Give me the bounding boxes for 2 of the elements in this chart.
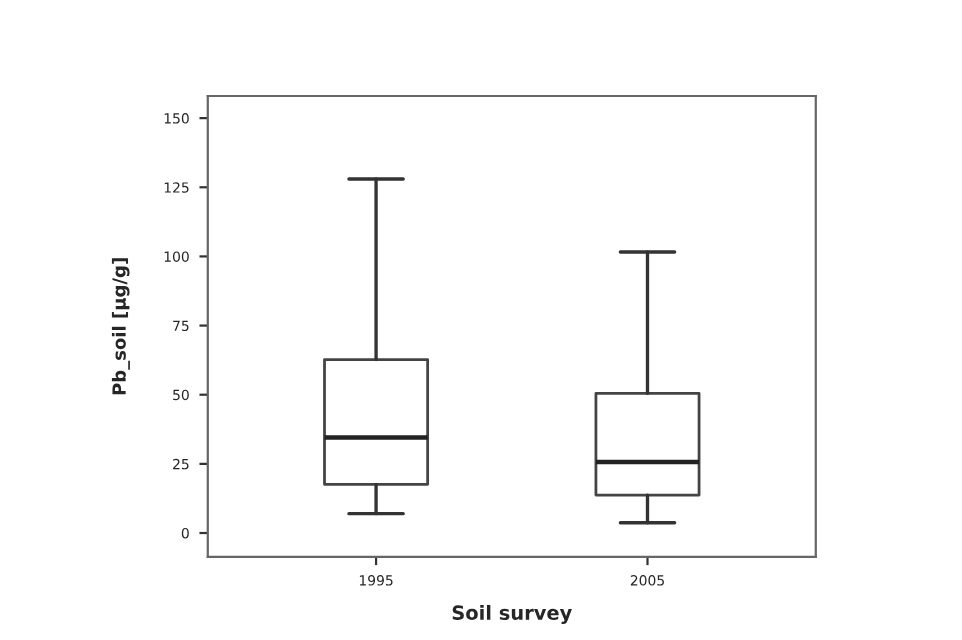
y-axis-title: Pb_soil [µg/g] xyxy=(111,258,130,395)
x-axis-title: Soil survey xyxy=(452,604,572,624)
